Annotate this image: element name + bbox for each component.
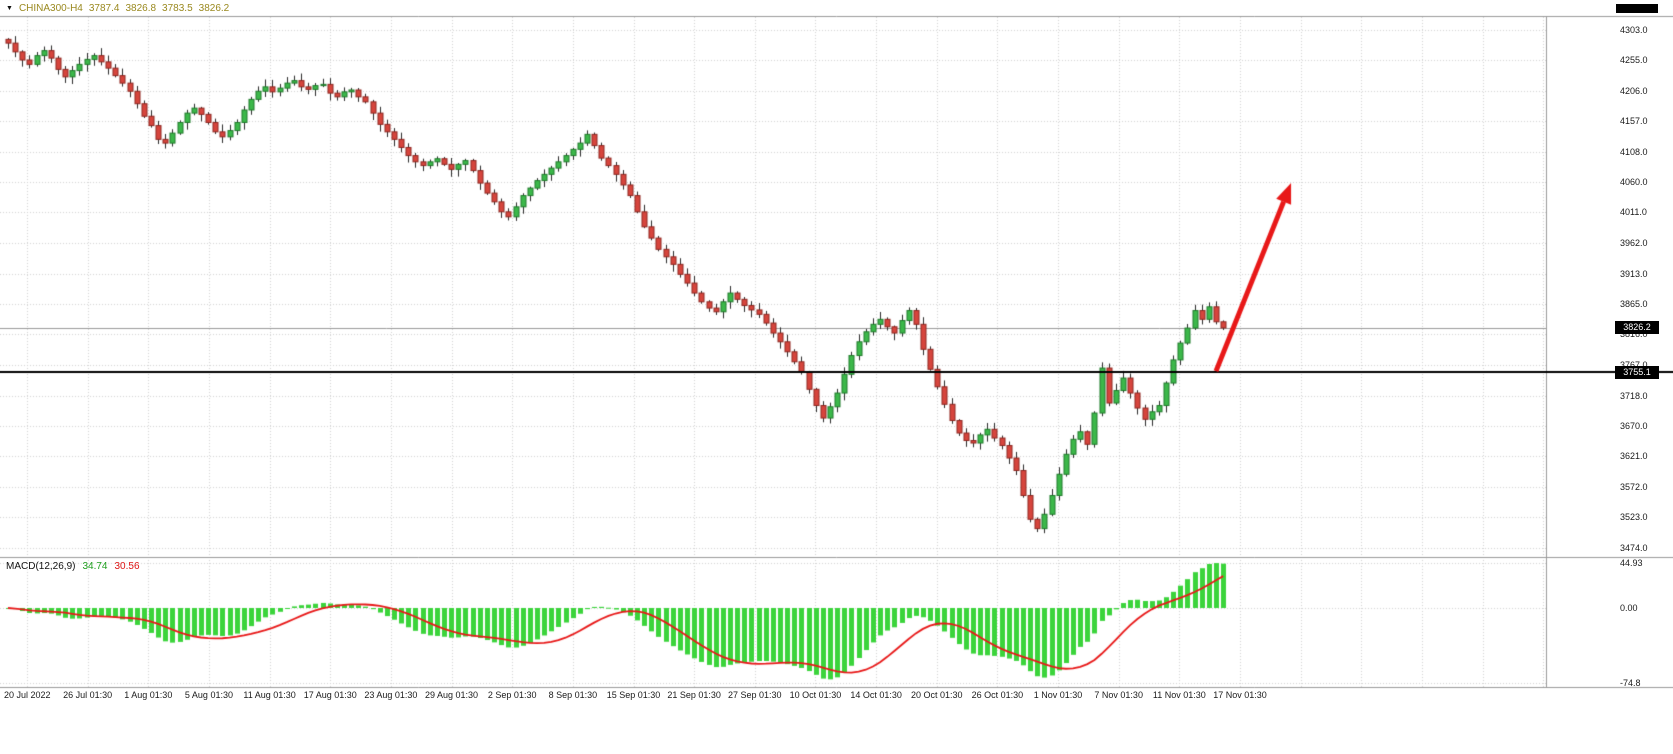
time-tick-label: 10 Oct 01:30	[789, 690, 842, 700]
time-tick-label: 21 Sep 01:30	[667, 690, 721, 700]
chart-header: ▼ CHINA300-H4 3787.4 3826.8 3783.5 3826.…	[6, 2, 229, 15]
time-tick-label: 15 Sep 01:30	[606, 690, 661, 700]
symbol-dropdown-icon[interactable]: ▼	[6, 5, 13, 12]
macd-tick-label: 0.00	[1620, 603, 1638, 613]
macd-label: MACD(12,26,9)	[6, 561, 76, 572]
time-tick-label: 5 Aug 01:30	[184, 690, 233, 700]
macd-main-value: 34.74	[82, 561, 108, 572]
time-tick-label: 14 Oct 01:30	[850, 690, 902, 700]
price-tick-label: 3474.0	[1620, 543, 1648, 553]
time-tick-label: 26 Oct 01:30	[971, 690, 1024, 700]
time-tick-label: 1 Aug 01:30	[124, 690, 173, 700]
time-tick-label: 20 Jul 2022	[4, 690, 51, 700]
time-tick-label: 20 Oct 01:30	[910, 690, 963, 700]
time-tick-label: 27 Sep 01:30	[728, 690, 782, 700]
time-tick-label: 17 Aug 01:30	[303, 690, 357, 700]
price-tick-label: 3767.0	[1620, 360, 1648, 370]
price-tick-label: 4303.0	[1620, 25, 1648, 35]
price-tick-label: 4060.0	[1620, 176, 1648, 187]
hline-price-badge[interactable]: 3755.1	[1615, 365, 1659, 379]
price-tick-label: 3621.0	[1620, 451, 1648, 462]
price-tick-label: 3670.0	[1620, 420, 1648, 431]
macd-label-row: MACD(12,26,9) 34.74 30.56	[6, 561, 140, 572]
time-tick-label: 7 Nov 01:30	[1094, 690, 1143, 700]
time-tick-label: 26 Jul 01:30	[63, 690, 113, 700]
price-tick-label: 3913.0	[1620, 268, 1648, 279]
price-tick-label: 3572.0	[1620, 481, 1648, 492]
price-tick-label: 4206.0	[1620, 85, 1648, 96]
price-tick-label: 4157.0	[1620, 116, 1648, 127]
price-tick-label: 4011.0	[1620, 207, 1647, 218]
time-tick-label: 29 Aug 01:30	[425, 690, 479, 700]
top-right-marker	[1616, 4, 1658, 13]
price-tick-label: 4108.0	[1620, 146, 1648, 157]
price-tick-label: 3962.0	[1620, 238, 1648, 249]
macd-tick-label: -74.8	[1620, 677, 1641, 688]
price-tick-label: 4255.0	[1620, 54, 1648, 65]
macd-tick-label: 44.93	[1620, 558, 1643, 569]
price-tick-label: 3523.0	[1620, 512, 1648, 523]
time-tick-label: 17 Nov 01:30	[1213, 690, 1267, 700]
time-tick-label: 11 Aug 01:30	[243, 690, 296, 700]
price-tick-label: 3865.0	[1620, 298, 1648, 309]
macd-signal-value: 30.56	[114, 561, 140, 572]
ohlc-open: 3787.4	[88, 3, 120, 14]
time-tick-label: 1 Nov 01:30	[1033, 690, 1083, 700]
time-tick-label: 23 Aug 01:30	[364, 690, 418, 700]
current-price-badge: 3826.2	[1615, 321, 1659, 335]
symbol-title: CHINA300-H4	[18, 3, 83, 14]
ohlc-low: 3783.5	[162, 3, 193, 14]
ohlc-high: 3826.8	[125, 3, 157, 14]
time-tick-label: 2 Sep 01:30	[487, 690, 537, 700]
ohlc-close: 3826.2	[198, 3, 230, 14]
time-tick-label: 8 Sep 01:30	[548, 690, 598, 700]
time-tick-label: 11 Nov 01:30	[1152, 690, 1206, 700]
price-tick-label: 3718.0	[1620, 390, 1648, 401]
